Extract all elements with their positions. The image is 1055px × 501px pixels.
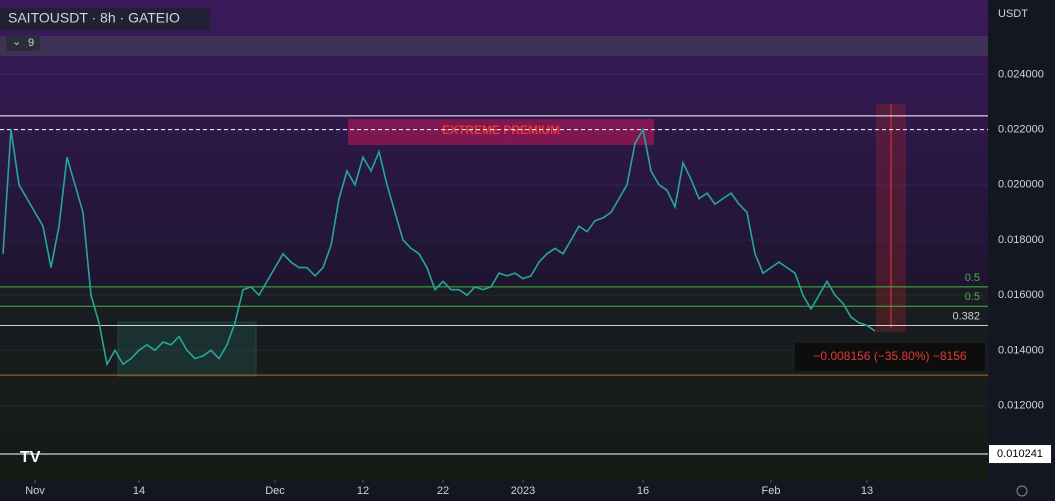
y-tick-label: 0.020000	[998, 179, 1044, 191]
x-tick-label: 16	[637, 485, 649, 497]
axis-price-label: 0.010241	[997, 448, 1043, 460]
y-tick-label: 0.024000	[998, 68, 1044, 80]
y-tick-label: 0.012000	[998, 399, 1044, 411]
price-axis	[988, 0, 1055, 501]
indicator-count: 9	[28, 37, 34, 49]
y-tick-label: 0.014000	[998, 344, 1044, 356]
x-tick-label: 2023	[511, 485, 535, 497]
header-bg	[0, 8, 210, 30]
premium-box	[348, 119, 654, 145]
y-tick-label: 0.018000	[998, 234, 1044, 246]
settings-icon[interactable]	[1016, 485, 1028, 497]
x-tick-label: 12	[357, 485, 369, 497]
y-tick-label: 0.016000	[998, 289, 1044, 301]
x-tick-label: 13	[861, 485, 873, 497]
x-tick-label: Feb	[762, 485, 781, 497]
chevron: ⌄	[12, 36, 21, 48]
currency[interactable]: USDT	[998, 8, 1028, 20]
logo: TV	[20, 449, 41, 466]
level-label: 0.5	[965, 272, 980, 284]
measure-label: −0.008156 (−35.80%) −8156	[813, 349, 966, 363]
x-tick-label: 14	[133, 485, 145, 497]
x-tick-label: 22	[437, 485, 449, 497]
price-line	[2, 127, 876, 367]
y-tick-label: 0.022000	[998, 124, 1044, 136]
level-label: 0.5	[965, 291, 980, 303]
time-axis	[0, 480, 988, 501]
indicator-toggle[interactable]	[6, 35, 40, 51]
level-label: 0.382	[952, 310, 980, 322]
x-tick-label: Dec	[265, 485, 285, 497]
measure-label-bg	[795, 343, 985, 371]
band	[0, 36, 988, 56]
annotation: EXTREME PREMIUM	[442, 123, 560, 137]
symbol-title: SAITOUSDT · 8h · GATEIO	[8, 10, 180, 26]
x-tick-label: Nov	[25, 485, 45, 497]
axis-price-box	[989, 445, 1051, 464]
discount-zone	[0, 285, 988, 480]
